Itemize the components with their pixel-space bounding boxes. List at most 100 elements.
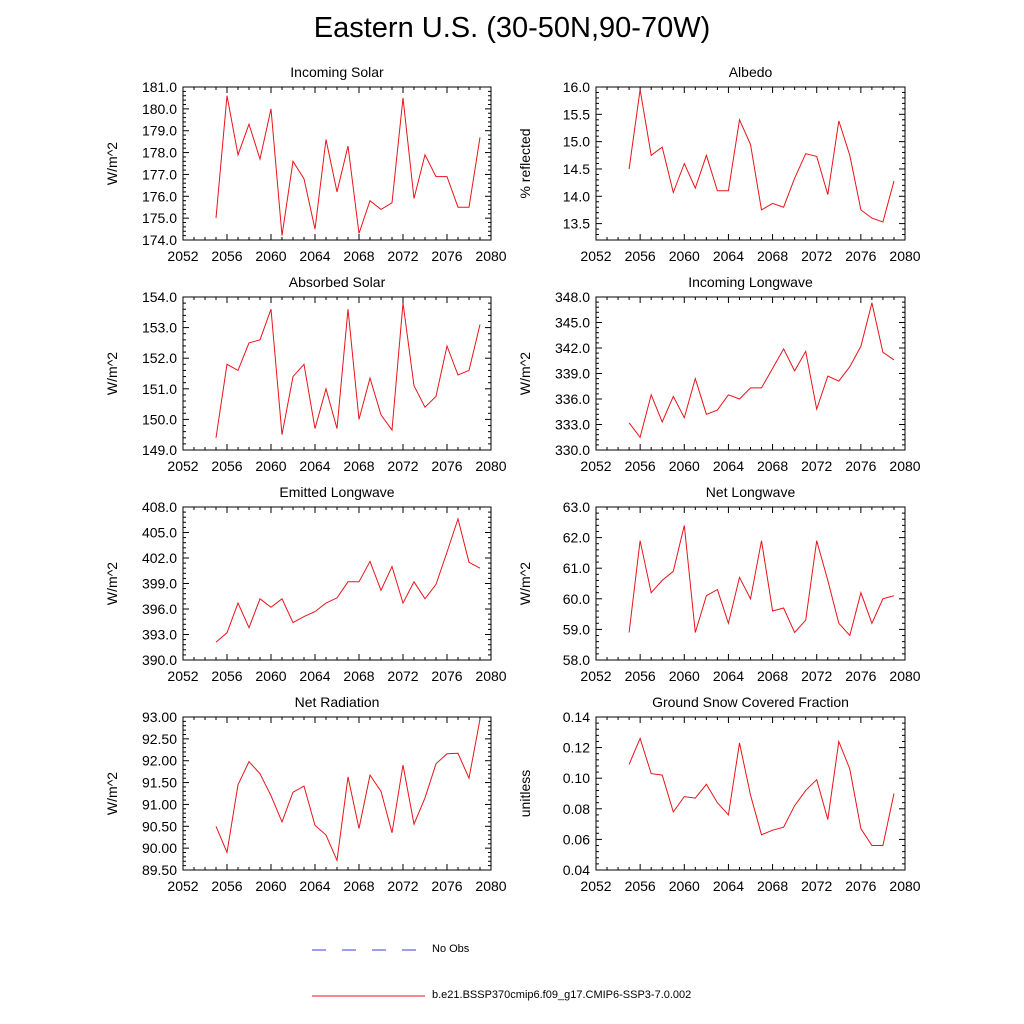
x-tick-label: 2072 <box>801 668 832 684</box>
x-tick-label: 2076 <box>845 458 876 474</box>
y-tick-label: 345.0 <box>555 315 590 331</box>
y-axis-label: W/m^2 <box>517 352 533 395</box>
y-tick-label: 152.0 <box>142 350 177 366</box>
y-tick-label: 330.0 <box>555 442 590 458</box>
x-tick-label: 2064 <box>299 668 330 684</box>
x-tick-label: 2064 <box>299 878 330 894</box>
x-tick-label: 2056 <box>625 458 656 474</box>
y-tick-label: 14.5 <box>563 161 590 177</box>
x-tick-label: 2068 <box>343 248 374 264</box>
series-line <box>215 95 481 236</box>
y-tick-label: 90.50 <box>142 818 177 834</box>
panel-title: Net Radiation <box>295 694 380 710</box>
x-tick-label: 2076 <box>845 668 876 684</box>
x-tick-label: 2068 <box>757 668 788 684</box>
x-tick-label: 2076 <box>431 878 462 894</box>
x-tick-label: 2052 <box>580 248 611 264</box>
y-tick-label: 58.0 <box>563 652 590 668</box>
chart-panel-5: 2052 2056 2060 2064 2068 2072 2076 2080 390.0 393… <box>104 484 507 684</box>
x-tick-label: 2056 <box>625 248 656 264</box>
x-tick-label: 2052 <box>580 458 611 474</box>
x-tick-label: 2076 <box>845 248 876 264</box>
y-tick-label: 393.0 <box>142 627 177 643</box>
x-tick-label: 2060 <box>255 458 286 474</box>
y-tick-label: 62.0 <box>563 530 590 546</box>
y-tick-label: 15.5 <box>563 106 590 122</box>
y-tick-label: 0.10 <box>563 770 590 786</box>
panel-title: Net Longwave <box>706 484 796 500</box>
y-tick-label: 408.0 <box>142 499 177 515</box>
chart-panel-7: 2052 2056 2060 2064 2068 2072 2076 2080 89.50 90.… <box>104 694 507 894</box>
y-tick-label: 59.0 <box>563 621 590 637</box>
x-tick-label: 2052 <box>580 668 611 684</box>
chart-panel-8: 2052 2056 2060 2064 2068 2072 2076 2080 0.04 0.06… <box>517 694 921 894</box>
x-tick-label: 2076 <box>431 668 462 684</box>
panel-title: Albedo <box>729 64 773 80</box>
series-line <box>215 303 481 438</box>
x-tick-label: 2060 <box>669 668 700 684</box>
y-tick-label: 348.0 <box>555 289 590 305</box>
y-tick-label: 15.0 <box>563 134 590 150</box>
x-tick-label: 2056 <box>211 668 242 684</box>
x-tick-label: 2072 <box>387 248 418 264</box>
y-tick-label: 180.0 <box>142 101 177 117</box>
y-tick-label: 402.0 <box>142 550 177 566</box>
y-tick-label: 179.0 <box>142 123 177 139</box>
y-tick-label: 151.0 <box>142 381 177 397</box>
x-tick-label: 2080 <box>889 458 920 474</box>
x-tick-label: 2056 <box>211 878 242 894</box>
x-tick-label: 2064 <box>713 668 744 684</box>
x-tick-label: 2060 <box>669 458 700 474</box>
y-tick-label: 390.0 <box>142 652 177 668</box>
x-tick-label: 2072 <box>387 458 418 474</box>
y-tick-label: 333.0 <box>555 417 590 433</box>
y-tick-label: 175.0 <box>142 210 177 226</box>
y-tick-label: 396.0 <box>142 601 177 617</box>
y-tick-label: 91.50 <box>142 775 177 791</box>
y-tick-label: 154.0 <box>142 289 177 305</box>
x-tick-label: 2072 <box>801 458 832 474</box>
y-tick-label: 61.0 <box>563 560 590 576</box>
x-tick-label: 2068 <box>343 878 374 894</box>
y-axis-label: unitless <box>517 770 533 817</box>
chart-panel-6: 2052 2056 2060 2064 2068 2072 2076 2080 58.0 59.0… <box>517 484 921 684</box>
panel-title: Emitted Longwave <box>279 484 394 500</box>
panel-title: Absorbed Solar <box>289 274 386 290</box>
x-tick-label: 2080 <box>475 248 506 264</box>
x-tick-label: 2068 <box>757 248 788 264</box>
y-tick-label: 336.0 <box>555 391 590 407</box>
x-tick-label: 2072 <box>387 878 418 894</box>
x-tick-label: 2080 <box>475 668 506 684</box>
y-axis-label: W/m^2 <box>104 562 120 605</box>
y-tick-label: 91.00 <box>142 796 177 812</box>
x-tick-label: 2072 <box>801 878 832 894</box>
x-tick-label: 2076 <box>845 878 876 894</box>
y-tick-label: 60.0 <box>563 591 590 607</box>
chart-panel-1: 2052 2056 2060 2064 2068 2072 2076 2080 174.0 175… <box>104 64 507 264</box>
x-tick-label: 2080 <box>475 878 506 894</box>
y-axis-label: W/m^2 <box>517 562 533 605</box>
x-tick-label: 2068 <box>343 668 374 684</box>
y-tick-label: 0.04 <box>563 862 590 878</box>
chart-panel-3: 2052 2056 2060 2064 2068 2072 2076 2080 149.0 150… <box>104 274 507 474</box>
x-tick-label: 2060 <box>255 668 286 684</box>
legend-obs-label: No Obs <box>432 943 470 955</box>
panel-title: Ground Snow Covered Fraction <box>652 694 849 710</box>
x-tick-label: 2060 <box>255 878 286 894</box>
x-tick-label: 2056 <box>211 248 242 264</box>
x-tick-label: 2068 <box>343 458 374 474</box>
panel-title: Incoming Longwave <box>688 274 813 290</box>
y-tick-label: 0.08 <box>563 801 590 817</box>
x-tick-label: 2060 <box>255 248 286 264</box>
y-tick-label: 89.50 <box>142 862 177 878</box>
y-tick-label: 177.0 <box>142 166 177 182</box>
y-tick-label: 92.00 <box>142 753 177 769</box>
y-tick-label: 0.12 <box>563 740 590 756</box>
x-tick-label: 2064 <box>713 248 744 264</box>
x-tick-label: 2080 <box>889 248 920 264</box>
x-tick-label: 2064 <box>299 248 330 264</box>
x-tick-label: 2060 <box>669 878 700 894</box>
y-tick-label: 14.0 <box>563 188 590 204</box>
